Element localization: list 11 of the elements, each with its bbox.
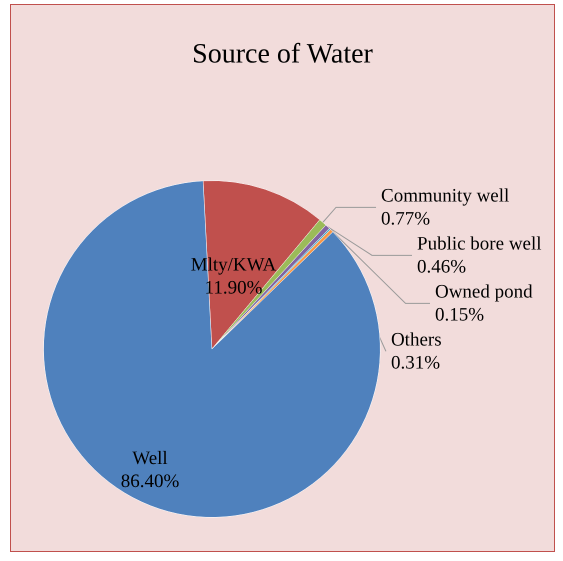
data-label: 86.40% [120,471,180,492]
slice-label: Owned pond [434,281,534,302]
slice-label: Community well [381,185,510,206]
data-label: 0.15% [434,304,484,326]
slice-label: Well [132,448,168,470]
slice-label: Others [390,329,442,350]
data-label: 0.77% [381,208,430,230]
chart-title: Source of Water [192,38,374,70]
slice-label: Public bore well [416,233,542,254]
data-label: 0.31% [390,352,440,374]
data-label: 0.46% [416,256,466,278]
